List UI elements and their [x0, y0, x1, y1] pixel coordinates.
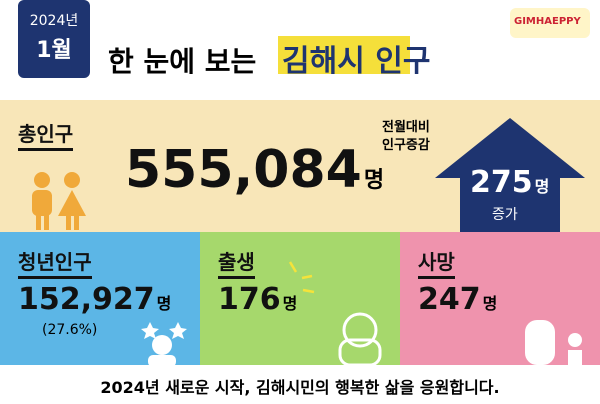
deaths: 247 명 [418, 282, 497, 317]
deaths-value: 247 [418, 282, 481, 317]
unit: 명 [363, 168, 385, 193]
total-value: 555,084 [125, 140, 362, 200]
total: 555,084명 [125, 140, 384, 200]
unit: 명 [282, 294, 298, 313]
youth: 152,927 명 [18, 282, 171, 317]
change: 275 명 [470, 165, 549, 200]
footer: 2024년 새로운 시작, 김해시민의 행복한 삶을 응원합니다. [100, 378, 500, 397]
unit: 명 [482, 294, 498, 313]
change-label: 인구증감 [382, 138, 430, 153]
births-label: 출생 [218, 246, 255, 279]
month: 1월 [36, 38, 72, 63]
youth-label: 청년인구 [18, 246, 92, 279]
unit: 명 [156, 294, 172, 313]
deaths-label: 사망 [418, 246, 455, 279]
change-note: 증가 [492, 207, 518, 223]
change-label: 전월대비 [382, 120, 430, 135]
logo: GIMHAEPPY [514, 16, 581, 27]
change-value: 275 [470, 165, 533, 200]
total-label: 총인구 [18, 118, 74, 151]
title-lead: 한 눈에 보는 [108, 45, 257, 78]
youth-share: (27.6%) [42, 322, 98, 338]
title-highlight: 김해시 인구 [282, 44, 431, 79]
births: 176 명 [218, 282, 297, 317]
year: 2024년 [29, 13, 79, 29]
unit: 명 [534, 177, 550, 196]
births-value: 176 [218, 282, 281, 317]
youth-value: 152,927 [18, 282, 155, 317]
